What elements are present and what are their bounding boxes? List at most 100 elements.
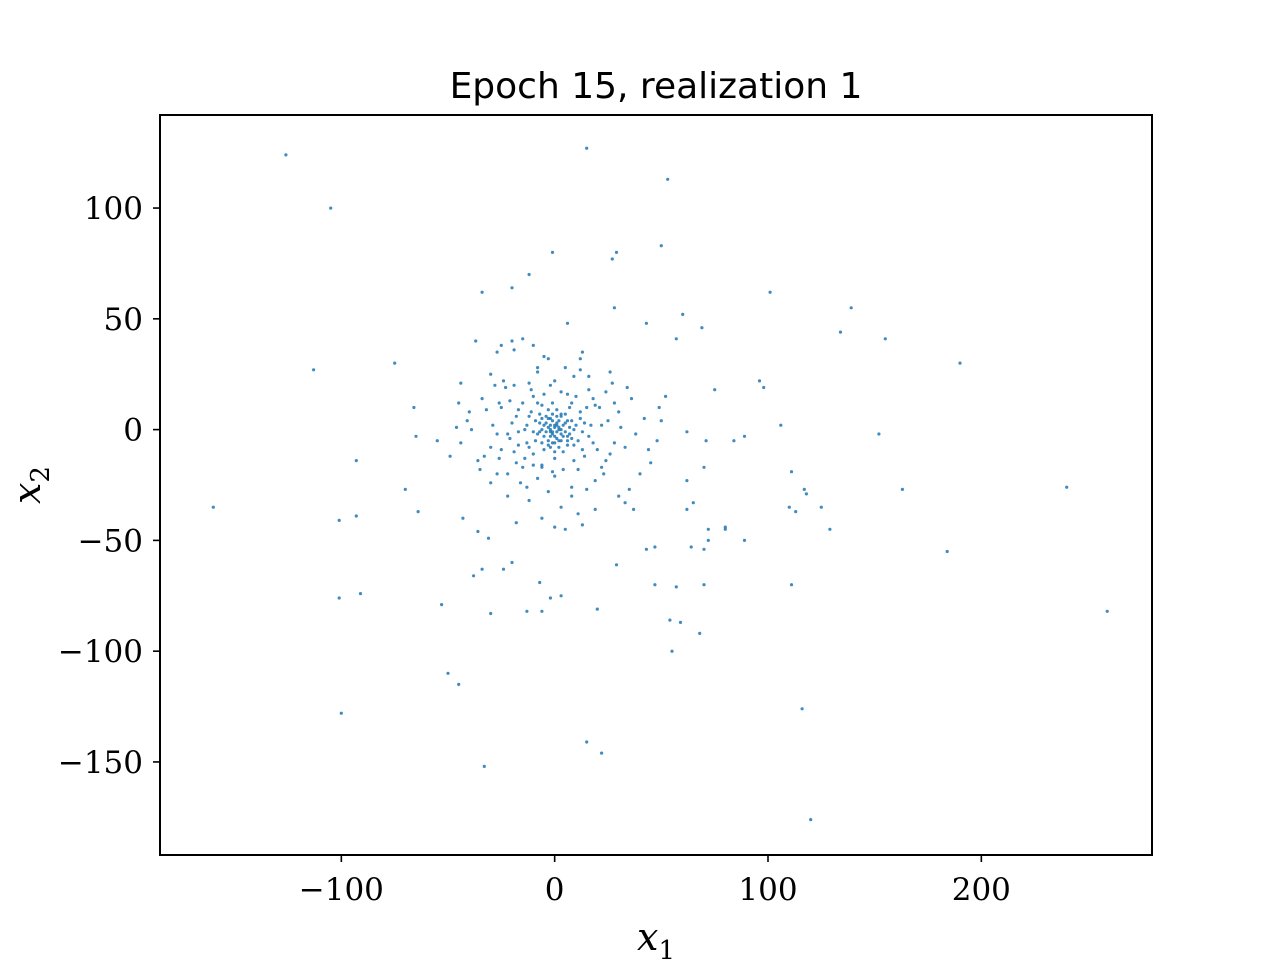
scatter-point (354, 459, 358, 463)
scatter-point (779, 423, 783, 427)
scatter-point (644, 321, 649, 325)
scatter-point (819, 505, 823, 509)
scatter-point (516, 408, 521, 412)
scatter-point (469, 428, 474, 432)
chart-title: Epoch 15, realization 1 (450, 66, 863, 107)
scatter-point (561, 423, 565, 427)
scatter-point (723, 525, 727, 529)
scatter-point (653, 545, 657, 549)
scatter-point (565, 419, 570, 423)
scatter-point (550, 419, 555, 423)
scatter-point (649, 461, 653, 465)
scatter-point (550, 432, 555, 436)
scatter-point (521, 401, 525, 405)
scatter-point (587, 434, 591, 438)
scatter-point (559, 594, 563, 598)
y-axis: −150 −100 −50 0 50 100 (58, 191, 160, 781)
scatter-point (619, 425, 623, 429)
scatter-point (512, 348, 516, 352)
scatter-point (704, 439, 708, 443)
scatter-point (514, 414, 518, 418)
scatter-point (768, 290, 772, 294)
scatter-point (459, 381, 463, 385)
scatter-point (591, 397, 595, 401)
scatter-point (489, 372, 493, 376)
scatter-point (416, 510, 420, 514)
scatter-point (565, 439, 570, 443)
scatter-point (553, 456, 557, 460)
x-axis-label: x1 (637, 915, 675, 960)
scatter-point (533, 439, 538, 443)
scatter-point (580, 448, 585, 452)
scatter-point (578, 368, 582, 372)
scatter-point (580, 523, 585, 527)
scatter-point (550, 401, 555, 405)
scatter-point (559, 439, 563, 443)
scatter-point (623, 501, 627, 505)
scatter-point (565, 434, 570, 438)
scatter-point (550, 470, 555, 474)
y-axis-label: x2 (5, 466, 56, 504)
scatter-point (576, 512, 580, 516)
scatter-point (642, 416, 646, 421)
scatter-point (713, 388, 717, 392)
scatter-point (512, 383, 516, 387)
scatter-point (457, 682, 461, 687)
scatter-point (504, 385, 508, 390)
scatter-point (358, 592, 363, 596)
scatter-point (574, 423, 578, 427)
scatter-point (565, 443, 570, 447)
scatter-point (689, 545, 693, 549)
scatter-point (572, 374, 576, 378)
scatter-point (476, 459, 480, 463)
scatter-point (548, 596, 553, 600)
scatter-point (506, 432, 510, 436)
scatter-point (540, 516, 544, 520)
scatter-point (536, 401, 540, 405)
x-axis: −100 0 100 200 (299, 855, 1011, 908)
scatter-point (544, 421, 548, 425)
scatter-point (555, 421, 559, 425)
scatter-point (585, 740, 589, 744)
scatter-point (659, 419, 663, 423)
scatter-point (461, 516, 465, 520)
scatter-point (284, 153, 288, 157)
scatter-point (582, 454, 587, 458)
scatter-point (525, 441, 529, 445)
scatter-point (593, 479, 597, 483)
scatter-point (454, 425, 459, 429)
y-tick-label: −100 (58, 634, 143, 670)
scatter-point (540, 609, 544, 613)
scatter-point (604, 390, 608, 394)
scatter-point (563, 430, 567, 434)
scatter-point (548, 430, 553, 434)
scatter-point (497, 401, 501, 405)
scatter-points (211, 146, 1109, 822)
scatter-point (495, 350, 499, 354)
scatter-point (585, 405, 589, 410)
scatter-point (448, 454, 452, 458)
scatter-point (1105, 609, 1109, 613)
scatter-point (572, 443, 576, 447)
scatter-point (802, 487, 806, 491)
scatter-point (542, 354, 546, 359)
scatter-point (787, 505, 791, 509)
scatter-point (678, 620, 683, 625)
scatter-point (497, 456, 501, 460)
scatter-point (576, 439, 580, 443)
scatter-point (612, 441, 617, 445)
plot-frame (159, 114, 1153, 856)
scatter-point (523, 456, 527, 460)
scatter-point (653, 583, 657, 587)
scatter-point (414, 434, 418, 438)
scatter-point (527, 498, 531, 503)
scatter-point (723, 527, 727, 531)
x-axis-label-subscript: 1 (658, 936, 675, 960)
scatter-point (702, 583, 706, 587)
scatter-point (593, 403, 597, 407)
scatter-point (531, 463, 535, 467)
scatter-point (664, 394, 668, 398)
scatter-point (595, 448, 599, 452)
